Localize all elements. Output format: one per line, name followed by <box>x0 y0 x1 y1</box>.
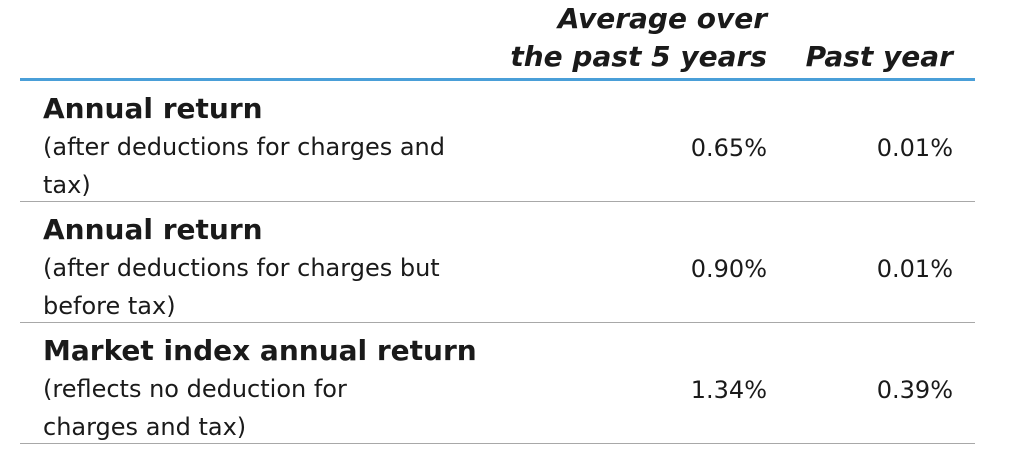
row-subtitle-line1: (after deductions for charges and <box>43 133 445 161</box>
table-row: Market index annual return (reflects no … <box>20 323 975 444</box>
column-header-average-line1: Average over <box>557 2 767 35</box>
table-row: Annual return (after deductions for char… <box>20 202 975 323</box>
returns-table: Average over the past 5 years Past year … <box>20 0 975 444</box>
row-title: Annual return <box>43 92 263 125</box>
average-value: 0.90% <box>690 255 767 283</box>
row-subtitle-line1: (after deductions for charges but <box>43 254 440 282</box>
row-title: Market index annual return <box>43 334 477 367</box>
past-year-value: 0.01% <box>876 255 953 283</box>
average-value: 1.34% <box>690 376 767 404</box>
row-subtitle-line2: tax) <box>43 171 91 199</box>
row-label: Annual return (after deductions for char… <box>43 211 503 325</box>
average-value: 0.65% <box>690 134 767 162</box>
row-label: Annual return (after deductions for char… <box>43 90 503 204</box>
column-header-average-line2: the past 5 years <box>510 40 767 73</box>
column-header-average: Average over the past 5 years <box>510 0 767 76</box>
row-label: Market index annual return (reflects no … <box>43 332 503 446</box>
column-header-past-year: Past year <box>805 40 953 73</box>
past-year-value: 0.01% <box>876 134 953 162</box>
row-subtitle-line1: (reflects no deduction for <box>43 375 347 403</box>
row-subtitle-line2: charges and tax) <box>43 413 247 441</box>
row-title: Annual return <box>43 213 263 246</box>
past-year-value: 0.39% <box>876 376 953 404</box>
table-row: Annual return (after deductions for char… <box>20 81 975 202</box>
table-header: Average over the past 5 years Past year <box>20 0 975 81</box>
row-subtitle-line2: before tax) <box>43 292 176 320</box>
